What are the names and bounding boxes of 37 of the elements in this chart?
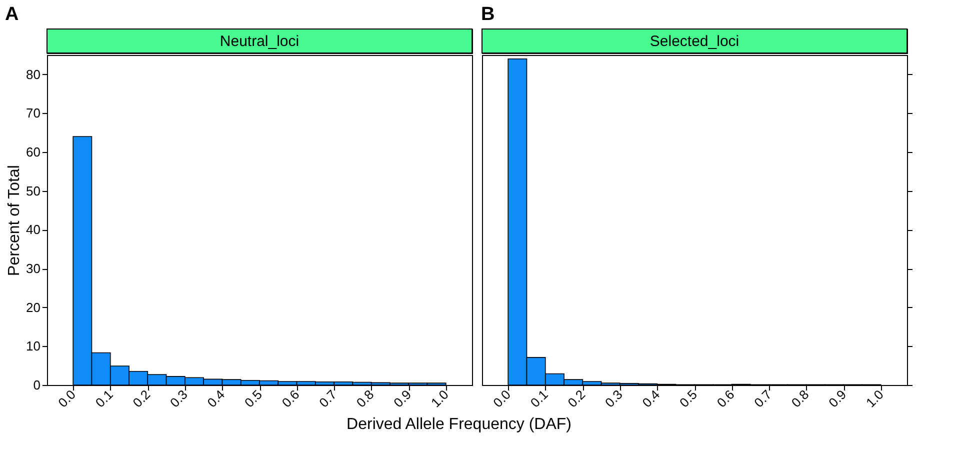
x-tick-label: 0.3	[167, 386, 190, 410]
chart-title: Neutral_loci	[220, 33, 300, 50]
y-tick-label: 70	[26, 106, 40, 121]
x-tick-label: 0.7	[316, 386, 340, 410]
x-axis-title: Derived Allele Frequency (DAF)	[346, 416, 572, 434]
x-tick-label: 0.5	[676, 386, 700, 410]
x-tick-label: 0.9	[826, 386, 850, 410]
x-tick-label: 0.7	[751, 386, 775, 410]
text: A	[5, 4, 20, 25]
x-tick-label: 0.9	[390, 386, 414, 410]
x-tick-label: 0.8	[353, 386, 377, 410]
y-tick-label: 60	[26, 144, 40, 160]
x-tick-label: 0.4	[204, 386, 228, 410]
x-tick-label: 0.1	[92, 386, 116, 410]
x-tick-label: 0.5	[242, 386, 265, 410]
x-tick-label: 1.0	[428, 386, 452, 410]
y-tick-label: 30	[26, 261, 40, 276]
y-tick-label: 10	[26, 338, 40, 354]
y-tick-label: 20	[26, 300, 40, 315]
x-tick-label: 0.2	[130, 386, 154, 410]
x-tick-label: 0.1	[527, 386, 551, 410]
chart-title: Selected_loci	[650, 33, 740, 50]
y-tick-label: 40	[26, 222, 40, 238]
x-tick-label: 0.4	[639, 386, 663, 410]
y-axis-title: Percent of Total	[6, 165, 24, 276]
x-tick-label: 0.3	[602, 386, 626, 410]
y-tick-label: 80	[26, 66, 40, 82]
text: B	[481, 4, 495, 25]
x-tick-label: 0.0	[55, 386, 79, 410]
y-tick-label: 50	[26, 183, 40, 198]
x-tick-label: 0.6	[278, 386, 302, 410]
x-tick-label: 0.8	[788, 386, 812, 410]
y-tick-label: 0	[33, 378, 40, 392]
x-tick-label: 1.0	[862, 386, 886, 410]
x-tick-label: 0.6	[714, 386, 738, 410]
x-tick-label: 0.2	[564, 386, 588, 410]
x-tick-label: 0.0	[490, 386, 514, 410]
